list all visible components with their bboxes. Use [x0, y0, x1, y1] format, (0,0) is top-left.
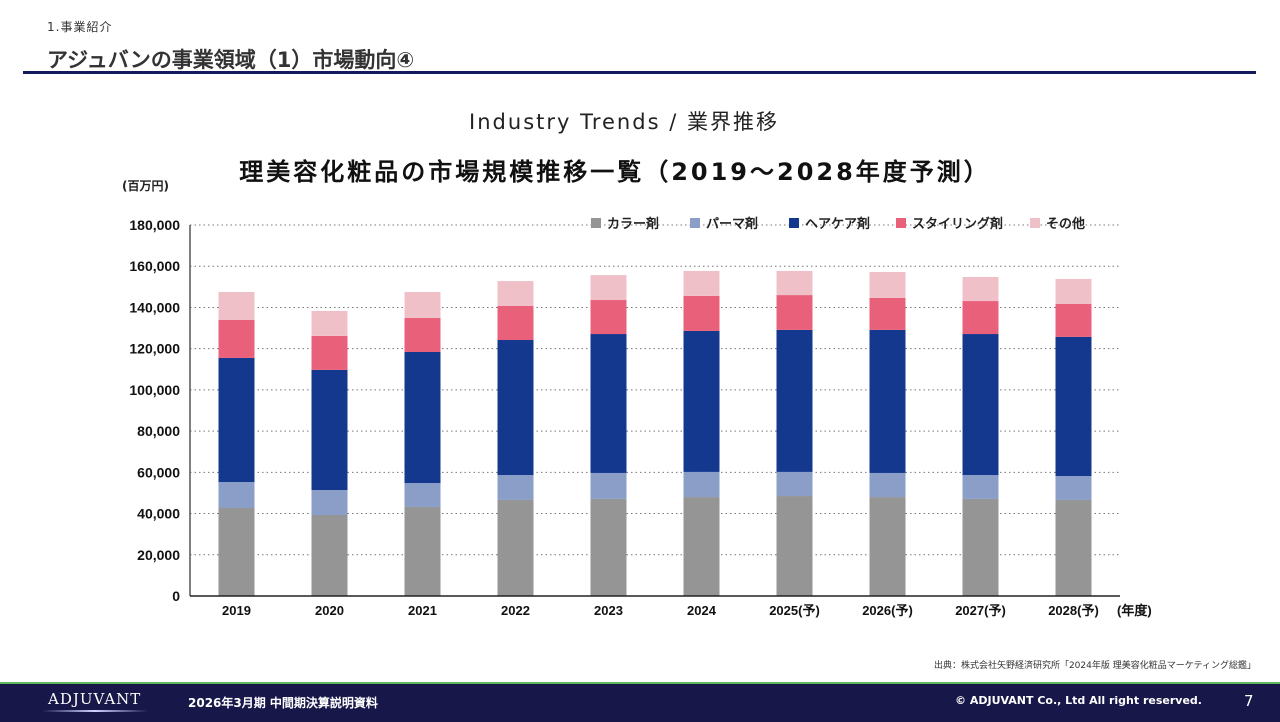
legend-swatch-4 — [1030, 218, 1040, 228]
y-axis-unit: (百万円) — [122, 179, 169, 193]
title-divider — [23, 71, 1256, 74]
logo-underline — [42, 710, 148, 712]
bar-2025(予)-series-1 — [776, 471, 813, 497]
chart-title: 理美容化粧品の市場規模推移一覧（2019～2028年度予測） — [239, 158, 991, 186]
bar-2023-series-1 — [590, 472, 627, 499]
bar-2020-series-4 — [311, 310, 348, 336]
bar-2021-series-2 — [404, 351, 441, 484]
bar-2019-series-4 — [218, 291, 255, 321]
bar-2019-series-1 — [218, 482, 255, 508]
legend-swatch-1 — [690, 218, 700, 228]
bar-2024-series-1 — [683, 471, 720, 498]
bar-2023-series-3 — [590, 300, 627, 335]
bar-2020-series-0 — [311, 514, 348, 596]
x-tick-label: 2022 — [501, 603, 530, 618]
bar-2027(予)-series-4 — [962, 276, 999, 302]
bar-2027(予)-series-2 — [962, 334, 999, 476]
bar-2026(予)-series-4 — [869, 271, 906, 298]
y-tick-label: 0 — [172, 588, 180, 604]
bar-2022-series-1 — [497, 475, 534, 500]
y-tick-label: 20,000 — [137, 547, 180, 563]
stacked-bar-chart: 0 20,000 40,000 60,000 80,000 100,000 120,000 1… — [129, 216, 1152, 618]
x-tick-label: 2025(予) — [769, 603, 820, 618]
source-note: 出典：株式会社矢野経済研究所「2024年版 理美容化粧品マーケティング総鑑」 — [933, 661, 1256, 671]
bar-2028(予)-series-3 — [1055, 303, 1092, 337]
x-tick-label: 2026(予) — [862, 603, 913, 618]
bar-2028(予)-series-2 — [1055, 336, 1092, 477]
bar-2026(予)-series-1 — [869, 472, 906, 498]
y-tick-label: 60,000 — [137, 464, 180, 480]
legend-label: ヘアケア剤 — [805, 216, 870, 231]
x-tick-label: 2028(予) — [1048, 603, 1099, 618]
bar-2021-series-0 — [404, 506, 441, 596]
bar-2026(予)-series-3 — [869, 297, 906, 330]
bar-2024-series-4 — [683, 270, 720, 296]
y-tick-label: 100,000 — [129, 382, 180, 398]
bar-2025(予)-series-0 — [776, 496, 813, 596]
bar-2020-series-2 — [311, 369, 348, 491]
bar-2025(予)-series-2 — [776, 329, 813, 472]
bar-2021-series-4 — [404, 291, 441, 318]
bar-2019-series-0 — [218, 507, 255, 596]
y-tick-label: 160,000 — [129, 258, 180, 274]
y-tick-label: 80,000 — [137, 423, 180, 439]
bar-2022-series-4 — [497, 281, 534, 307]
x-tick-label: 2021 — [408, 603, 437, 618]
bar-2022-series-2 — [497, 340, 534, 476]
y-tick-label: 120,000 — [129, 341, 180, 357]
bar-2028(予)-series-4 — [1055, 279, 1092, 304]
legend-label: カラー剤 — [607, 216, 659, 231]
bar-2023-series-4 — [590, 275, 627, 301]
bar-2028(予)-series-0 — [1055, 499, 1092, 596]
bar-2024-series-2 — [683, 330, 720, 472]
bar-2022-series-0 — [497, 499, 534, 596]
bar-2024-series-3 — [683, 295, 720, 331]
x-tick-label: 2024 — [687, 603, 717, 618]
legend-label: パーマ剤 — [706, 216, 758, 231]
company-logo: ADJUVANT — [48, 690, 142, 708]
page-title: アジュバンの事業領域（1）市場動向④ — [47, 48, 415, 72]
x-axis-unit: (年度) — [1117, 603, 1152, 618]
y-tick-label: 140,000 — [129, 299, 180, 315]
x-tick-label: 2019 — [222, 603, 251, 618]
x-tick-label: 2020 — [315, 603, 344, 618]
bar-2027(予)-series-1 — [962, 475, 999, 499]
bar-2021-series-1 — [404, 483, 441, 507]
copyright: © ADJUVANT Co., Ltd All right reserved. — [955, 694, 1202, 707]
bar-2021-series-3 — [404, 317, 441, 352]
bar-2026(予)-series-2 — [869, 329, 906, 473]
bar-2026(予)-series-0 — [869, 497, 906, 596]
bar-2027(予)-series-3 — [962, 301, 999, 335]
bar-2023-series-0 — [590, 498, 627, 596]
x-tick-label: 2027(予) — [955, 603, 1006, 618]
section-label: 1.事業紹介 — [47, 20, 113, 34]
bar-2023-series-2 — [590, 334, 627, 473]
footer-bar — [0, 682, 1280, 722]
y-tick-label: 40,000 — [137, 506, 180, 522]
page-subtitle: Industry Trends / 業界推移 — [469, 110, 779, 134]
legend-swatch-3 — [896, 218, 906, 228]
bar-2025(予)-series-4 — [776, 270, 813, 296]
page-number: 7 — [1244, 692, 1254, 710]
legend-swatch-0 — [591, 218, 601, 228]
legend-label: その他 — [1046, 216, 1085, 231]
bar-2019-series-3 — [218, 320, 255, 358]
x-tick-label: 2023 — [594, 603, 623, 618]
bar-2024-series-0 — [683, 497, 720, 596]
bar-2022-series-3 — [497, 306, 534, 341]
bar-2020-series-1 — [311, 490, 348, 515]
legend-swatch-2 — [789, 218, 799, 228]
bar-2020-series-3 — [311, 335, 348, 370]
bar-2025(予)-series-3 — [776, 295, 813, 330]
document-name: 2026年3月期 中間期決算説明資料 — [188, 696, 378, 710]
bar-2019-series-2 — [218, 357, 255, 483]
bar-2027(予)-series-0 — [962, 498, 999, 596]
bar-2028(予)-series-1 — [1055, 476, 1092, 500]
y-tick-label: 180,000 — [129, 217, 180, 233]
legend-label: スタイリング剤 — [912, 216, 1003, 231]
